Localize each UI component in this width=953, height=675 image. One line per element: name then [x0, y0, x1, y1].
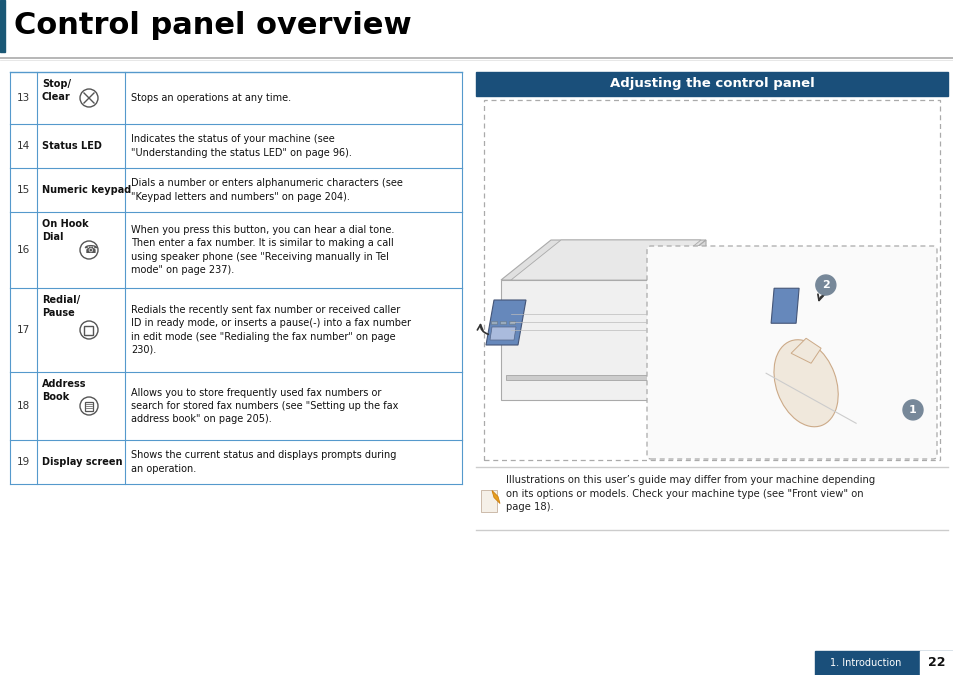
Text: Status LED: Status LED [42, 141, 102, 151]
Text: 2: 2 [821, 280, 829, 290]
Text: Adjusting the control panel: Adjusting the control panel [609, 78, 814, 90]
Text: ☎: ☎ [83, 245, 97, 255]
Text: Redials the recently sent fax number or received caller
ID in ready mode, or ins: Redials the recently sent fax number or … [131, 306, 411, 354]
Text: 15: 15 [17, 185, 30, 195]
Text: Dials a number or enters alphanumeric characters (see
"Keypad letters and number: Dials a number or enters alphanumeric ch… [131, 178, 402, 202]
Polygon shape [485, 300, 525, 345]
Text: 17: 17 [17, 325, 30, 335]
Circle shape [815, 275, 835, 295]
Text: 16: 16 [17, 245, 30, 255]
Bar [509, 321, 515, 324]
Text: 13: 13 [17, 93, 30, 103]
Bar [505, 375, 650, 380]
Polygon shape [500, 240, 705, 280]
Polygon shape [656, 240, 705, 400]
Circle shape [902, 400, 923, 420]
Text: 18: 18 [17, 401, 30, 411]
Polygon shape [492, 491, 499, 504]
Text: 1: 1 [908, 405, 916, 415]
Bar [85, 402, 92, 410]
Text: When you press this button, you can hear a dial tone.
Then enter a fax number. I: When you press this button, you can hear… [131, 225, 394, 275]
Text: Illustrations on this user’s guide may differ from your machine depending
on its: Illustrations on this user’s guide may d… [505, 475, 874, 512]
Bar [491, 321, 497, 324]
Polygon shape [790, 338, 821, 363]
Bar [476, 72, 947, 96]
Bar [483, 100, 939, 460]
Text: 22: 22 [927, 657, 944, 670]
Text: Shows the current status and displays prompts during
an operation.: Shows the current status and displays pr… [131, 450, 395, 474]
Polygon shape [511, 240, 700, 280]
Text: 14: 14 [17, 141, 30, 151]
Ellipse shape [773, 340, 838, 427]
FancyBboxPatch shape [500, 280, 656, 400]
FancyBboxPatch shape [646, 246, 936, 459]
FancyBboxPatch shape [480, 489, 497, 512]
Text: Display screen: Display screen [42, 457, 122, 467]
Bar [814, 651, 953, 675]
Text: Numeric keypad: Numeric keypad [42, 185, 132, 195]
Text: 19: 19 [17, 457, 30, 467]
Bar [499, 321, 505, 324]
Bar [919, 651, 953, 675]
Bar [0, 0, 5, 52]
Polygon shape [770, 288, 799, 323]
Text: Address
Book: Address Book [42, 379, 87, 402]
Text: Redial/
Pause: Redial/ Pause [42, 295, 80, 318]
Text: Indicates the status of your machine (see
"Understanding the status LED" on page: Indicates the status of your machine (se… [131, 134, 352, 157]
Polygon shape [490, 327, 516, 340]
Bar [85, 325, 93, 335]
Text: 1. Introduction: 1. Introduction [829, 658, 901, 668]
Text: Stops an operations at any time.: Stops an operations at any time. [131, 93, 291, 103]
Text: Stop/
Clear: Stop/ Clear [42, 79, 71, 102]
Text: On Hook
Dial: On Hook Dial [42, 219, 89, 242]
Text: Allows you to store frequently used fax numbers or
search for stored fax numbers: Allows you to store frequently used fax … [131, 388, 398, 424]
Text: Control panel overview: Control panel overview [14, 11, 411, 40]
